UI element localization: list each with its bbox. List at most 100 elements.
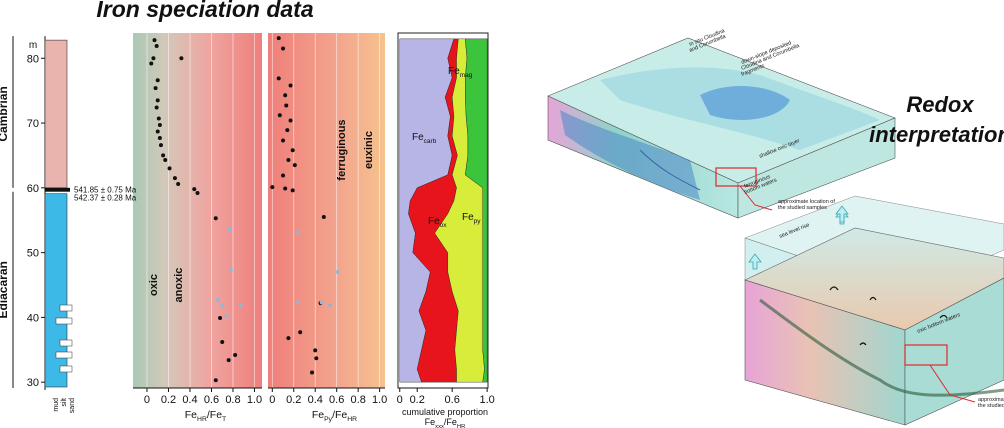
sample-box <box>715 167 757 187</box>
data-point <box>176 181 181 186</box>
series-label: Fepy <box>462 212 481 225</box>
grain-size-label: sand <box>69 398 76 413</box>
data-point <box>220 340 225 345</box>
boundary-band <box>45 187 70 192</box>
leader <box>739 185 773 211</box>
label-text: /Fe <box>207 409 222 421</box>
cambrian-unit <box>44 39 68 189</box>
x-tick-label: 0.6 <box>445 394 460 406</box>
data-point <box>290 188 295 193</box>
label-subscript: HR <box>347 416 357 423</box>
data-point <box>154 43 159 48</box>
area-segment <box>465 38 488 383</box>
figure-title: Iron speciation data <box>96 0 313 22</box>
data-point <box>276 76 281 81</box>
x-tick-label: 0.2 <box>410 394 425 406</box>
label-subscript: py <box>474 218 482 225</box>
data-point <box>213 378 218 383</box>
label-text: Fe <box>312 409 324 421</box>
y-tick-label: 70 <box>27 118 39 130</box>
data-point <box>328 303 333 308</box>
grain-size-label: silt <box>61 398 68 407</box>
data-point <box>195 191 200 196</box>
data-point <box>213 216 218 221</box>
data-point <box>228 268 233 273</box>
data-point <box>281 173 286 178</box>
label-text: /Fe <box>332 409 347 421</box>
x-tick-label: 0 <box>144 394 150 406</box>
data-point <box>313 348 318 353</box>
zone-label: anoxic <box>173 268 185 303</box>
block-side <box>737 117 896 219</box>
x-axis-label: FePy/FeHR <box>312 409 357 423</box>
label-subscript: HR <box>457 424 465 428</box>
x-tick-label: 0.4 <box>182 394 197 406</box>
label-text: Fe <box>462 212 474 223</box>
data-point <box>167 166 172 171</box>
age-label: 542.37 ± 0.28 Ma <box>74 194 137 203</box>
label-subscript: Py <box>324 416 333 423</box>
data-point <box>286 157 291 162</box>
x-tick-label: 0.4 <box>308 394 323 406</box>
label-subscript: T <box>222 416 226 423</box>
y-tick-label: 50 <box>27 248 39 260</box>
fossils <box>829 286 948 346</box>
data-point <box>319 300 324 305</box>
label-subscript: carb <box>424 138 437 145</box>
label-subscript: xxx <box>435 424 444 428</box>
rise-arrow-upper <box>835 205 849 223</box>
x-axis-label: Fexxx/FeHR <box>425 417 466 428</box>
data-point <box>172 176 177 181</box>
diagram-title: interpretation <box>869 122 1004 147</box>
sample-box <box>904 344 948 366</box>
data-point <box>218 316 223 321</box>
data-point <box>233 352 238 357</box>
data-point <box>284 103 289 108</box>
deep-zone <box>700 85 790 120</box>
x-tick-label: 0.8 <box>351 394 366 406</box>
data-point <box>277 113 282 118</box>
diagram-label: the studied samples <box>978 403 1004 409</box>
label-text: Fe <box>448 66 460 77</box>
data-point <box>285 128 290 133</box>
zone-label: oxic <box>148 274 160 296</box>
data-point <box>152 38 157 43</box>
data-point <box>192 187 197 192</box>
data-point <box>149 61 154 66</box>
lithology-notch <box>59 339 73 347</box>
data-point <box>215 297 220 302</box>
data-point <box>288 83 293 88</box>
data-point <box>153 86 158 91</box>
slope-deposit <box>560 110 700 200</box>
label-text: Fe <box>425 417 436 427</box>
label-subscript: mag <box>460 72 473 79</box>
block-diagram-lower <box>744 195 1004 426</box>
chart: 0 0.2 0.6 1.0FecarbFeoxFepyFemagcumulative … <box>397 38 495 417</box>
series-label: Femag <box>448 66 473 79</box>
data-point <box>270 185 275 190</box>
plot-background <box>133 33 262 388</box>
data-point <box>154 105 159 110</box>
data-point <box>281 138 286 143</box>
data-point <box>226 358 231 363</box>
data-point <box>286 336 291 341</box>
lithology-notch <box>59 365 73 373</box>
x-tick-label: 0 <box>397 394 403 406</box>
data-point <box>290 148 295 153</box>
lithology-notch <box>55 317 73 325</box>
y-tick-label: 40 <box>27 312 39 324</box>
label-text: Fe <box>412 132 424 143</box>
data-point <box>157 135 162 140</box>
label-text: Fe <box>428 216 440 227</box>
x-tick-label: 0.6 <box>204 394 219 406</box>
x-tick-label: 0.6 <box>329 394 344 406</box>
ediacaran-unit <box>44 193 68 388</box>
data-point <box>283 186 288 191</box>
chart: 0 0.2 0.4 0.6 0.8 1.0 oxic anoxic <box>133 33 262 406</box>
y-axis-unit: m <box>29 40 37 51</box>
x-tick-label: 0 <box>269 394 275 406</box>
chart: 0 0.2 0.4 0.6 0.8 1.0 ferruginous euxinic <box>268 33 387 406</box>
x-tick-label: 1.0 <box>479 394 494 406</box>
y-tick-label: 60 <box>27 183 39 195</box>
